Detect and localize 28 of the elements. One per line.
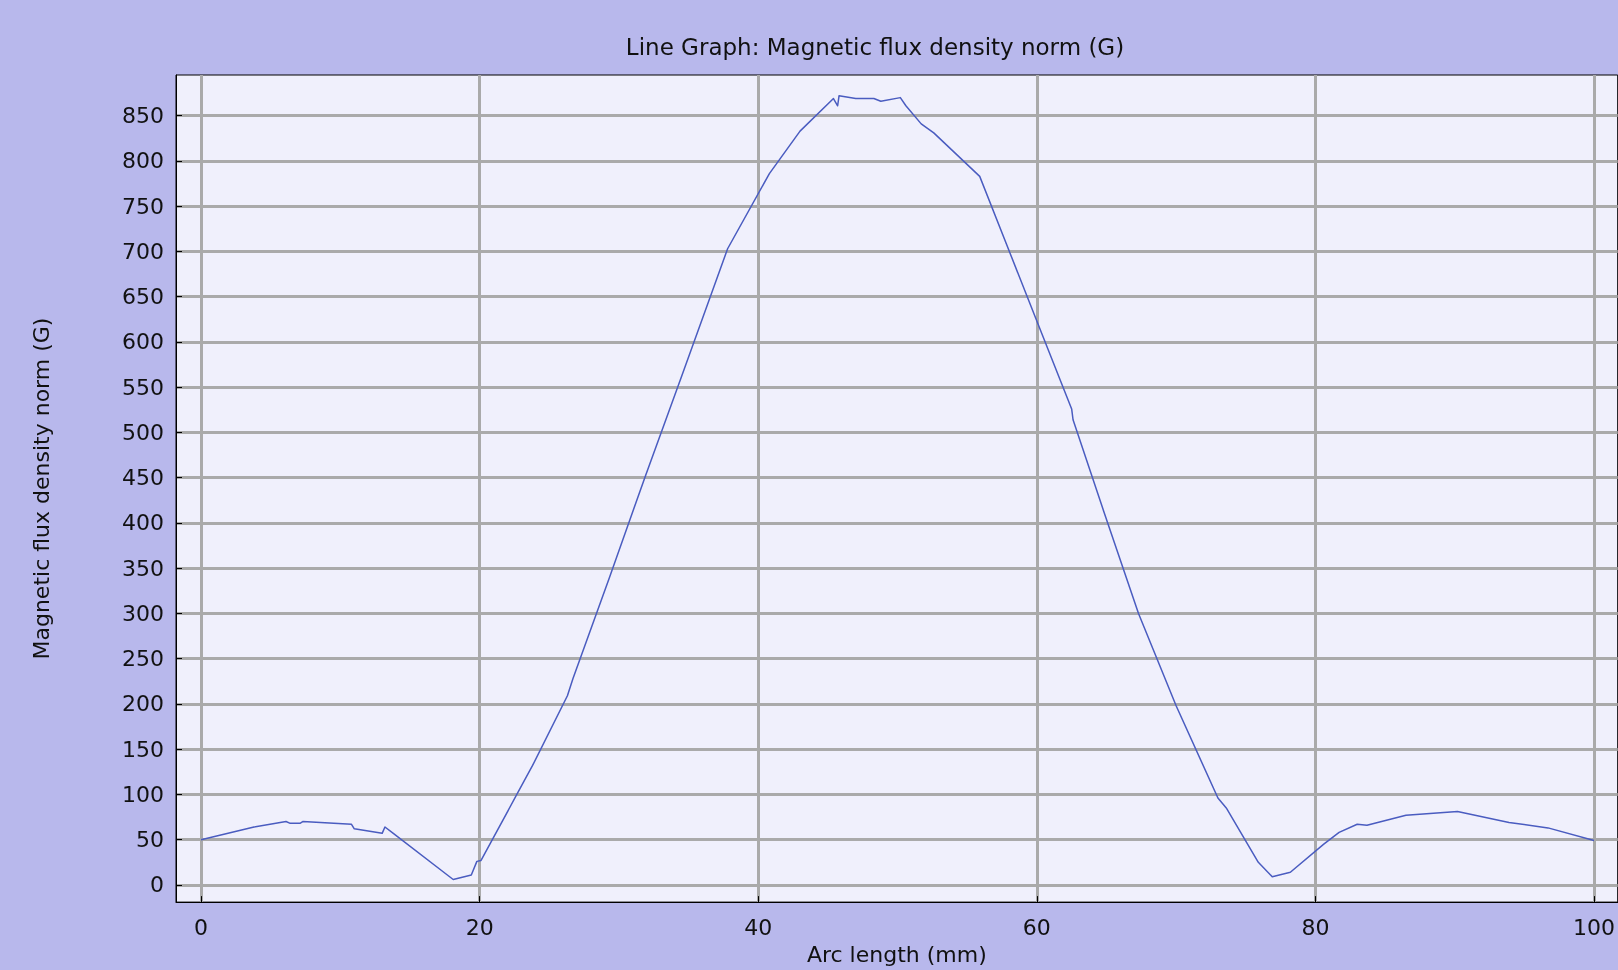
y-axis-title: Magnetic flux density norm (G)	[28, 317, 54, 660]
x-tick-label: 0	[194, 914, 209, 940]
y-tick-label: 500	[122, 419, 164, 445]
y-tick-label: 550	[122, 374, 164, 400]
y-tick-label: 350	[122, 555, 164, 581]
y-tick-label: 0	[150, 872, 164, 898]
y-tick-label: 600	[122, 329, 164, 355]
y-tick-label: 150	[122, 736, 164, 762]
x-tick-label: 60	[1022, 914, 1051, 940]
chart-title: Line Graph: Magnetic flux density norm (G)	[625, 33, 1125, 60]
y-tick-label: 450	[122, 465, 164, 491]
x-tick-label: 80	[1301, 914, 1330, 940]
y-tick-label: 750	[122, 193, 164, 219]
y-tick-label: 100	[122, 781, 164, 807]
x-axis-title: Arc length (mm)	[806, 941, 987, 967]
y-tick-label: 400	[122, 510, 164, 536]
y-tick-label: 300	[122, 600, 164, 626]
y-tick-label: 250	[122, 646, 164, 672]
y-tick-label: 200	[122, 691, 164, 717]
y-tick-label: 650	[122, 284, 164, 310]
x-tick-label: 100	[1573, 914, 1615, 940]
y-tick-label: 50	[136, 827, 164, 853]
x-tick-label: 40	[744, 914, 773, 940]
x-tick-label: 20	[465, 914, 494, 940]
y-tick-label: 850	[122, 103, 164, 129]
y-tick-label: 800	[122, 148, 164, 174]
line-series	[200, 95, 1595, 881]
y-tick-label: 700	[122, 238, 164, 264]
